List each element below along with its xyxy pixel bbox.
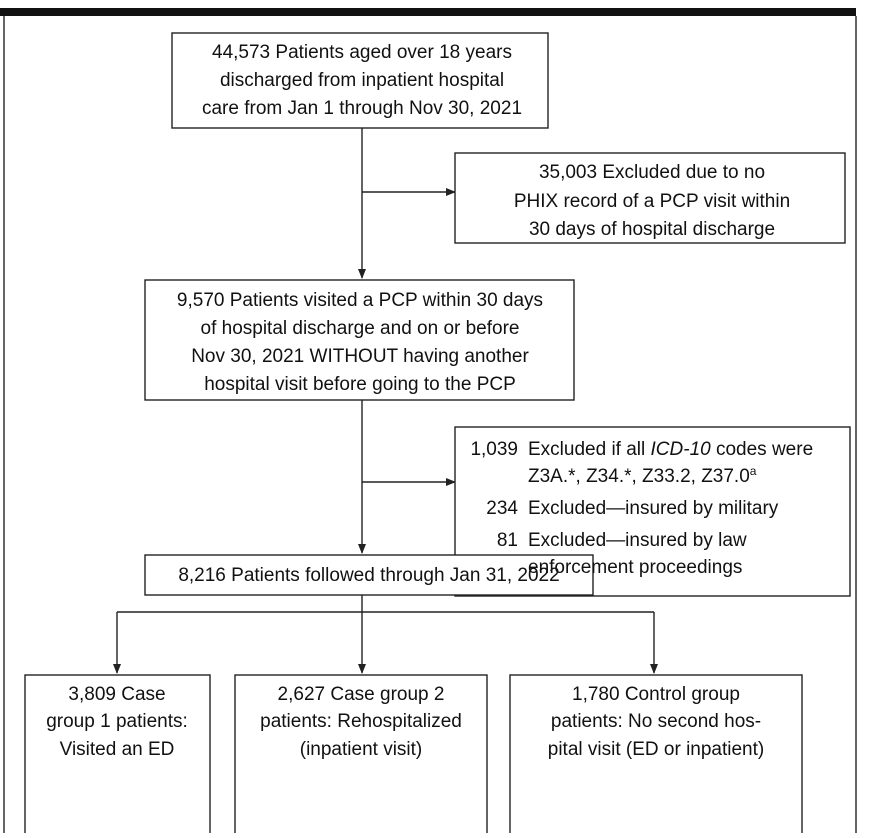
exclusion-text: Excluded—insured by law — [528, 530, 747, 551]
text-part: Z3A.*, Z34.*, Z33.2, Z37.0 — [528, 466, 750, 487]
exclusion-text: enforcement proceedings — [528, 557, 742, 578]
node-box — [24, 674, 211, 838]
footnote-mark: a — [750, 464, 757, 478]
node-text: Visited an ED — [60, 739, 175, 760]
node-box — [234, 674, 488, 838]
text-part: Excluded if all — [528, 439, 651, 460]
node-text: 1,780 Control group — [572, 684, 740, 705]
node-text: patients: Rehospitalized — [260, 711, 462, 732]
node-text: 8,216 Patients followed through Jan 31, … — [178, 565, 559, 586]
node-text: 30 days of hospital discharge — [529, 219, 775, 240]
node-box — [509, 674, 803, 838]
node-text: group 1 patients: — [46, 711, 188, 732]
node-box — [171, 32, 549, 129]
node-text: 44,573 Patients aged over 18 years — [212, 42, 512, 63]
node-text: (inpatient visit) — [300, 739, 423, 760]
exclusion-text: Excluded if all ICD-10 codes were — [528, 439, 813, 460]
node-box — [454, 152, 846, 244]
node-text: 2,627 Case group 2 — [278, 684, 445, 705]
exclusion-text: Z3A.*, Z34.*, Z33.2, Z37.0a — [528, 464, 757, 487]
exclusion-text: Excluded—insured by military — [528, 498, 779, 519]
header-bar — [0, 8, 856, 16]
exclusion-count: 1,039 — [470, 439, 518, 460]
node-box — [144, 279, 575, 401]
node-text: Nov 30, 2021 WITHOUT having another — [191, 346, 529, 367]
node-text: patients: No second hos- — [551, 711, 761, 732]
node-text: 35,003 Excluded due to no — [539, 162, 765, 183]
node-text: 9,570 Patients visited a PCP within 30 d… — [177, 290, 543, 311]
connectors — [113, 128, 658, 674]
node-text: PHIX record of a PCP visit within — [514, 191, 790, 212]
node-text: hospital visit before going to the PCP — [204, 374, 516, 395]
exclusion-count: 234 — [486, 498, 518, 519]
node-text: care from Jan 1 through Nov 30, 2021 — [202, 98, 522, 119]
node-text: of hospital discharge and on or before — [201, 318, 520, 339]
exclusion-count: 81 — [497, 530, 518, 551]
node-text: discharged from inpatient hospital — [220, 70, 504, 91]
node-box — [144, 554, 594, 596]
node-text: pital visit (ED or inpatient) — [548, 739, 764, 760]
text-part: ICD-10 — [651, 439, 712, 460]
text-part: codes were — [711, 439, 813, 460]
node-text: 3,809 Case — [68, 684, 165, 705]
